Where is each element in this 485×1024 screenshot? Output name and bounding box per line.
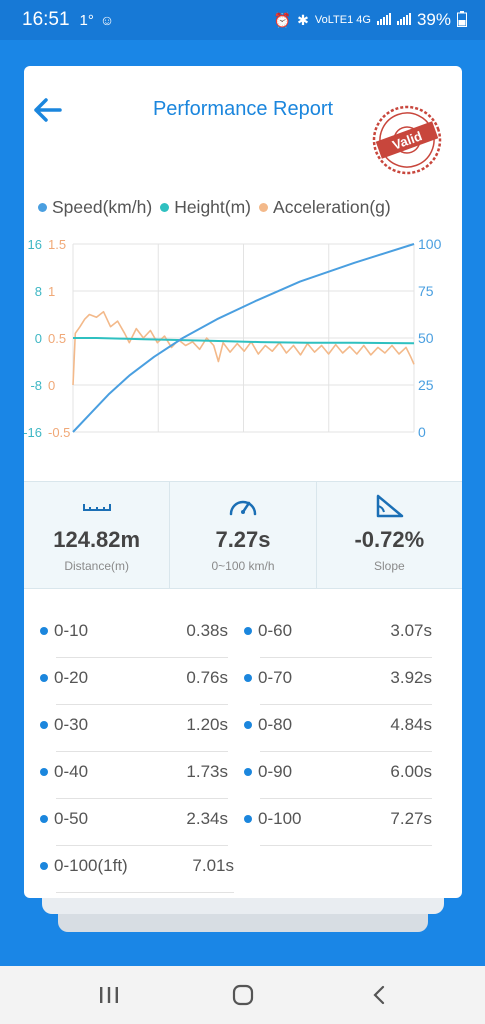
- performance-report-card: Performance Report Valid Speed(km/h) Hei…: [24, 66, 462, 898]
- speed-tick-label: 25: [418, 377, 434, 393]
- split-item: 0-40 1.73s: [40, 752, 228, 799]
- split-item: 0-10 0.38s: [40, 611, 228, 658]
- height-tick-label: -16: [24, 425, 42, 440]
- split-item: 0-70 3.92s: [244, 658, 432, 705]
- back-arrow-icon: [34, 98, 62, 122]
- split-item: 0-60 3.07s: [244, 611, 432, 658]
- page-title: Performance Report: [152, 98, 334, 120]
- split-item: 0-90 6.00s: [244, 752, 432, 799]
- acceleration-tick-label: 0.5: [48, 331, 66, 346]
- height-series-line: [73, 337, 415, 345]
- acceleration-time-value: 7.27s: [215, 527, 271, 552]
- acceleration-series-line: [72, 310, 415, 386]
- split-item: 0-80 4.84s: [244, 705, 432, 752]
- bluetooth-icon: ✱: [297, 11, 309, 28]
- chart-legend: Speed(km/h) Height(m) Acceleration(g): [38, 197, 391, 218]
- status-temperature: 1°: [79, 11, 94, 29]
- speed-series-line: [72, 243, 415, 433]
- alarm-icon: ⏰: [273, 11, 292, 28]
- speed-tick-label: 100: [418, 236, 442, 252]
- acceleration-tick-label: 0: [48, 378, 55, 393]
- acceleration-time-label: 0~100 km/h: [211, 559, 275, 573]
- back-nav-button[interactable]: [368, 984, 392, 1006]
- card-stack-shadow: [42, 896, 444, 914]
- speedometer-icon: [229, 500, 257, 516]
- speed-tick-label: 0: [418, 424, 426, 440]
- legend-item-speed: Speed(km/h): [38, 197, 152, 218]
- split-item: 0-30 1.20s: [40, 705, 228, 752]
- slope-label: Slope: [373, 559, 405, 573]
- back-button[interactable]: [32, 96, 64, 124]
- height-tick-label: -8: [30, 378, 42, 393]
- distance-value: 124.82m: [53, 527, 141, 552]
- stat-slope: -0.72% Slope: [315, 482, 462, 588]
- split-item: 0-100 7.27s: [244, 799, 432, 846]
- legend-item-height: Height(m): [160, 197, 251, 218]
- distance-label: Distance(m): [64, 559, 129, 573]
- status-bar: 16:51 1° ☺ ⏰ ✱ VoLTE1 4G 39%: [0, 0, 485, 40]
- signal-icon: [376, 12, 391, 28]
- battery-percent: 39%: [416, 10, 451, 29]
- valid-stamp: Valid: [372, 105, 442, 175]
- speed-tick-label: 75: [418, 283, 434, 299]
- recent-apps-button[interactable]: [97, 984, 121, 1006]
- slope-value: -0.72%: [354, 527, 425, 552]
- ruler-icon: [82, 504, 111, 511]
- split-item: 0-100(1ft) 7.01s: [40, 846, 234, 893]
- height-tick-label: 0: [35, 331, 42, 346]
- acceleration-tick-label: -0.5: [48, 425, 70, 440]
- slope-icon: [377, 494, 404, 518]
- summary-stats: 124.82m Distance(m) 7.27s 0~100 km/h -0.…: [24, 481, 462, 589]
- status-time: 16:51: [22, 9, 70, 30]
- recent-apps-icon: [100, 987, 118, 1003]
- split-item: 0-20 0.76s: [40, 658, 228, 705]
- stat-distance: 124.82m Distance(m): [24, 482, 169, 588]
- split-item: 0-50 2.34s: [40, 799, 228, 846]
- acceleration-tick-label: 1.5: [48, 237, 66, 252]
- home-icon: [232, 984, 254, 1006]
- home-button[interactable]: [231, 984, 255, 1006]
- speed-tick-label: 50: [418, 330, 434, 346]
- signal-icon: [396, 12, 411, 28]
- battery-icon: [457, 10, 467, 30]
- performance-chart: 16 8 0 -8 -16 1.5 1 0.5 0 -0.5 100 75 50 25 0: [24, 236, 442, 440]
- card-stack-shadow: [58, 910, 428, 932]
- acceleration-tick-label: 1: [48, 284, 55, 299]
- height-tick-label: 8: [35, 284, 42, 299]
- stat-acceleration-time: 7.27s 0~100 km/h: [169, 482, 315, 588]
- network-label: VoLTE1 4G: [314, 14, 371, 26]
- legend-item-acceleration: Acceleration(g): [259, 197, 391, 218]
- smiley-icon: ☺: [99, 12, 115, 28]
- navigation-bar: [0, 966, 485, 1024]
- height-tick-label: 16: [28, 237, 42, 252]
- chevron-left-icon: [373, 985, 385, 1005]
